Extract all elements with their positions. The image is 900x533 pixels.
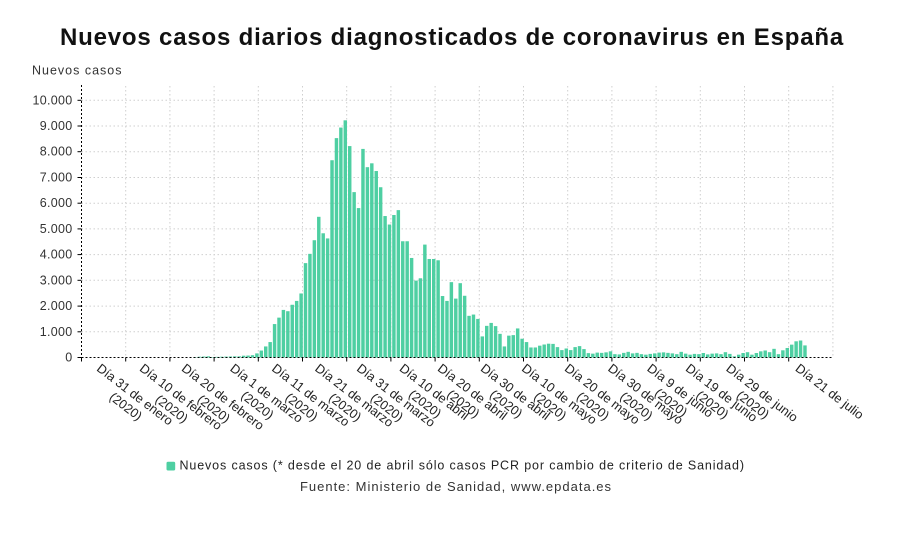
svg-text:8.000: 8.000 <box>40 145 73 159</box>
svg-text:7.000: 7.000 <box>40 171 73 185</box>
svg-text:Fuente: Ministerio de Sanidad,: Fuente: Ministerio de Sanidad, www.epdat… <box>300 479 612 494</box>
svg-text:Nuevos casos: Nuevos casos <box>32 64 123 78</box>
svg-text:Nuevos casos (* desde el 20 de: Nuevos casos (* desde el 20 de abril sól… <box>180 459 745 473</box>
svg-text:3.000: 3.000 <box>40 273 73 287</box>
svg-text:Nuevos casos diarios diagnosti: Nuevos casos diarios diagnosticados de c… <box>60 24 844 51</box>
svg-text:1.000: 1.000 <box>40 325 73 339</box>
svg-text:5.000: 5.000 <box>40 222 73 236</box>
svg-text:2.000: 2.000 <box>40 299 73 313</box>
svg-text:0: 0 <box>65 351 72 365</box>
svg-text:9.000: 9.000 <box>40 119 73 133</box>
svg-text:10.000: 10.000 <box>32 93 72 107</box>
svg-text:4.000: 4.000 <box>40 248 73 262</box>
svg-text:6.000: 6.000 <box>40 196 73 210</box>
